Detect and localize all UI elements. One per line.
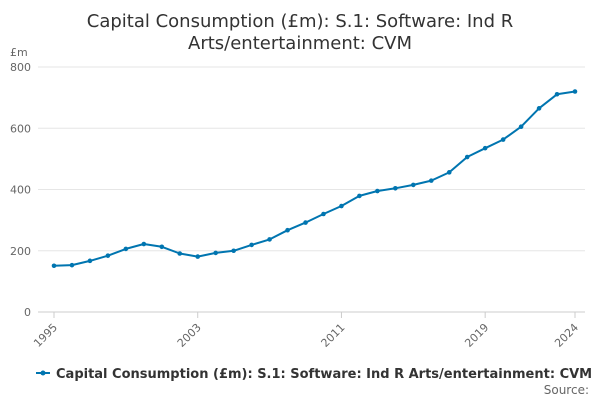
data-point-1998[interactable]	[105, 253, 111, 258]
x-axis-ticks: 1995 2003 2011 2019 2024	[31, 312, 581, 350]
data-point-2007[interactable]	[267, 237, 272, 242]
x-tick-label: 2011	[319, 321, 348, 350]
series-line	[53, 90, 576, 267]
legend-marker-icon	[40, 370, 46, 376]
data-point-2004[interactable]	[213, 250, 218, 256]
data-point-2015[interactable]	[411, 182, 416, 188]
series-layer	[51, 89, 578, 269]
y-tick-label: 800	[10, 61, 31, 74]
x-tick-label: 2003	[175, 321, 204, 350]
data-point-2012[interactable]	[357, 193, 362, 199]
data-point-2022[interactable]	[536, 106, 542, 111]
data-point-2001[interactable]	[159, 244, 165, 250]
y-axis-unit-label: £m	[10, 46, 28, 59]
data-point-2021[interactable]	[518, 124, 524, 130]
x-tick-label: 2019	[462, 321, 491, 350]
gridlines	[38, 66, 585, 252]
data-point-2023[interactable]	[554, 91, 560, 97]
legend-label: Capital Consumption (£m): S.1: Software:…	[56, 367, 592, 382]
data-point-1995[interactable]	[51, 263, 57, 269]
legend[interactable]: Capital Consumption (£m): S.1: Software:…	[36, 367, 592, 382]
data-point-2002[interactable]	[177, 251, 183, 256]
y-axis-ticks: 0 200 400 600 800	[10, 61, 31, 319]
y-tick-label: 400	[10, 184, 31, 197]
data-point-2019[interactable]	[482, 145, 488, 151]
data-point-2009[interactable]	[303, 220, 308, 225]
data-point-2016[interactable]	[428, 178, 434, 183]
source-label: Source:	[544, 383, 589, 397]
y-tick-label: 600	[10, 122, 31, 135]
data-point-2014[interactable]	[393, 185, 398, 191]
data-point-2003[interactable]	[195, 254, 201, 259]
chart-title-line-2: Arts/entertainment: CVM	[188, 33, 412, 54]
data-point-2010[interactable]	[321, 211, 326, 217]
x-tick-label: 1995	[31, 321, 60, 350]
x-tick-label: 2024	[552, 321, 581, 350]
y-tick-label: 200	[10, 245, 31, 258]
data-point-2018[interactable]	[464, 154, 470, 160]
data-point-2013[interactable]	[375, 188, 380, 194]
data-point-1996[interactable]	[69, 262, 75, 268]
data-point-2005[interactable]	[231, 248, 236, 254]
y-tick-label: 0	[24, 306, 31, 319]
data-point-2000[interactable]	[141, 241, 147, 247]
data-point-2008[interactable]	[285, 227, 290, 233]
chart-title-line-1: Capital Consumption (£m): S.1: Software:…	[87, 11, 513, 32]
data-point-2020[interactable]	[500, 137, 506, 142]
data-point-2024[interactable]	[572, 89, 578, 94]
data-point-2006[interactable]	[249, 242, 254, 248]
data-point-2017[interactable]	[446, 170, 452, 175]
data-point-1997[interactable]	[87, 258, 93, 264]
chart-title: Capital Consumption (£m): S.1: Software:…	[87, 11, 513, 54]
data-point-2011[interactable]	[339, 203, 344, 209]
data-point-1999[interactable]	[123, 246, 129, 252]
